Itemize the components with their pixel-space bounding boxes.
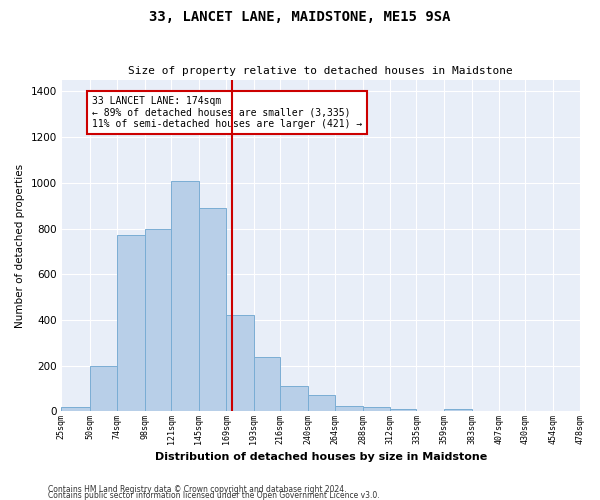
Bar xyxy=(226,316,254,412)
Text: 33, LANCET LANE, MAIDSTONE, ME15 9SA: 33, LANCET LANE, MAIDSTONE, ME15 9SA xyxy=(149,10,451,24)
Bar xyxy=(254,356,280,412)
Bar xyxy=(199,208,226,412)
Bar xyxy=(308,396,335,411)
Bar xyxy=(89,366,117,412)
Title: Size of property relative to detached houses in Maidstone: Size of property relative to detached ho… xyxy=(128,66,513,76)
Bar xyxy=(61,407,89,412)
Text: Contains public sector information licensed under the Open Government Licence v3: Contains public sector information licen… xyxy=(48,490,380,500)
Bar xyxy=(117,236,145,412)
Bar xyxy=(145,228,171,412)
Bar xyxy=(335,406,362,411)
Bar xyxy=(444,409,472,412)
Bar xyxy=(280,386,308,411)
Bar xyxy=(362,407,390,412)
Y-axis label: Number of detached properties: Number of detached properties xyxy=(15,164,25,328)
Bar xyxy=(171,180,199,412)
Bar xyxy=(390,409,416,412)
X-axis label: Distribution of detached houses by size in Maidstone: Distribution of detached houses by size … xyxy=(155,452,487,462)
Text: 33 LANCET LANE: 174sqm
← 89% of detached houses are smaller (3,335)
11% of semi-: 33 LANCET LANE: 174sqm ← 89% of detached… xyxy=(92,96,362,130)
Text: Contains HM Land Registry data © Crown copyright and database right 2024.: Contains HM Land Registry data © Crown c… xyxy=(48,485,347,494)
